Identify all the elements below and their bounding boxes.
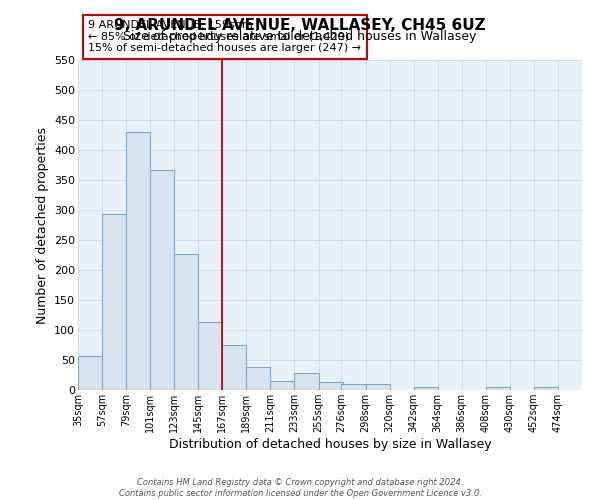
Bar: [319, 382, 343, 390]
Bar: [341, 384, 365, 390]
Bar: [223, 345, 247, 390]
Text: 9 ARUNDEL AVENUE: 159sqm
← 85% of detached houses are smaller (1,429)
15% of sem: 9 ARUNDEL AVENUE: 159sqm ← 85% of detach…: [88, 20, 361, 54]
X-axis label: Distribution of detached houses by size in Wallasey: Distribution of detached houses by size …: [169, 438, 491, 451]
Text: Size of property relative to detached houses in Wallasey: Size of property relative to detached ho…: [124, 30, 476, 43]
Bar: [102, 214, 126, 390]
Text: Contains HM Land Registry data © Crown copyright and database right 2024.
Contai: Contains HM Land Registry data © Crown c…: [119, 478, 481, 498]
Bar: [413, 387, 437, 390]
Bar: [174, 254, 198, 390]
Bar: [198, 322, 223, 390]
Text: 9, ARUNDEL AVENUE, WALLASEY, CH45 6UZ: 9, ARUNDEL AVENUE, WALLASEY, CH45 6UZ: [114, 18, 486, 32]
Bar: [295, 373, 319, 390]
Bar: [78, 356, 102, 390]
Bar: [486, 387, 510, 390]
Bar: [247, 367, 271, 390]
Y-axis label: Number of detached properties: Number of detached properties: [35, 126, 49, 324]
Bar: [150, 170, 174, 390]
Bar: [271, 381, 295, 390]
Bar: [534, 387, 558, 390]
Bar: [126, 132, 150, 390]
Bar: [365, 384, 389, 390]
